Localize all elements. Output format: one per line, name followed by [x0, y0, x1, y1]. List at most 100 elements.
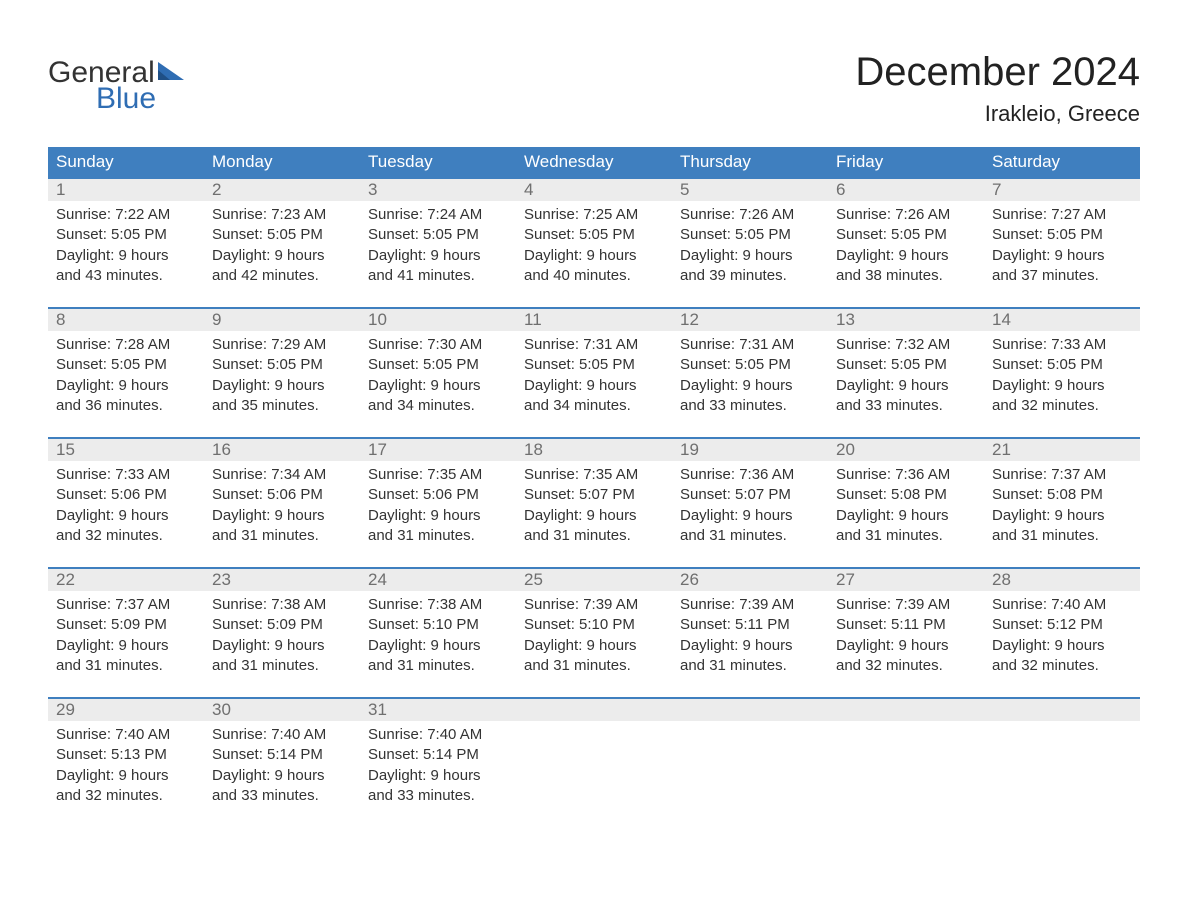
day-cell: 8Sunrise: 7:28 AMSunset: 5:05 PMDaylight…: [48, 309, 204, 425]
day-cell: 6Sunrise: 7:26 AMSunset: 5:05 PMDaylight…: [828, 179, 984, 295]
day-body: Sunrise: 7:33 AMSunset: 5:05 PMDaylight:…: [984, 331, 1140, 424]
day-number-empty: [672, 699, 828, 721]
day-sunrise: Sunrise: 7:27 AM: [992, 205, 1132, 225]
day-body: Sunrise: 7:35 AMSunset: 5:07 PMDaylight:…: [516, 461, 672, 554]
day-sunset: Sunset: 5:05 PM: [212, 355, 352, 375]
day-body: Sunrise: 7:38 AMSunset: 5:09 PMDaylight:…: [204, 591, 360, 684]
day-cell: 23Sunrise: 7:38 AMSunset: 5:09 PMDayligh…: [204, 569, 360, 685]
day-sunrise: Sunrise: 7:39 AM: [680, 595, 820, 615]
day-number: 31: [360, 699, 516, 721]
day-d1: Daylight: 9 hours: [368, 636, 508, 656]
day-sunrise: Sunrise: 7:32 AM: [836, 335, 976, 355]
day-cell: 10Sunrise: 7:30 AMSunset: 5:05 PMDayligh…: [360, 309, 516, 425]
weekday-header-row: SundayMondayTuesdayWednesdayThursdayFrid…: [48, 147, 1140, 177]
day-sunrise: Sunrise: 7:22 AM: [56, 205, 196, 225]
day-number: 27: [828, 569, 984, 591]
day-sunrise: Sunrise: 7:26 AM: [836, 205, 976, 225]
day-number: 7: [984, 179, 1140, 201]
week-row: 1Sunrise: 7:22 AMSunset: 5:05 PMDaylight…: [48, 177, 1140, 295]
day-cell: 24Sunrise: 7:38 AMSunset: 5:10 PMDayligh…: [360, 569, 516, 685]
day-body: Sunrise: 7:22 AMSunset: 5:05 PMDaylight:…: [48, 201, 204, 294]
day-body: Sunrise: 7:33 AMSunset: 5:06 PMDaylight:…: [48, 461, 204, 554]
day-sunrise: Sunrise: 7:28 AM: [56, 335, 196, 355]
day-d1: Daylight: 9 hours: [56, 246, 196, 266]
day-sunset: Sunset: 5:13 PM: [56, 745, 196, 765]
day-d1: Daylight: 9 hours: [524, 246, 664, 266]
day-sunset: Sunset: 5:12 PM: [992, 615, 1132, 635]
day-sunrise: Sunrise: 7:40 AM: [992, 595, 1132, 615]
day-number: 8: [48, 309, 204, 331]
day-d1: Daylight: 9 hours: [212, 376, 352, 396]
day-cell: 26Sunrise: 7:39 AMSunset: 5:11 PMDayligh…: [672, 569, 828, 685]
day-cell: [828, 699, 984, 815]
day-d2: and 33 minutes.: [212, 786, 352, 806]
day-sunset: Sunset: 5:05 PM: [56, 355, 196, 375]
day-body: Sunrise: 7:40 AMSunset: 5:12 PMDaylight:…: [984, 591, 1140, 684]
day-sunrise: Sunrise: 7:37 AM: [56, 595, 196, 615]
day-d2: and 36 minutes.: [56, 396, 196, 416]
weekday-cell: Tuesday: [360, 147, 516, 177]
day-d2: and 31 minutes.: [524, 526, 664, 546]
day-number: 22: [48, 569, 204, 591]
day-sunset: Sunset: 5:06 PM: [368, 485, 508, 505]
week-row: 15Sunrise: 7:33 AMSunset: 5:06 PMDayligh…: [48, 437, 1140, 555]
day-number: 28: [984, 569, 1140, 591]
day-body: Sunrise: 7:35 AMSunset: 5:06 PMDaylight:…: [360, 461, 516, 554]
day-sunrise: Sunrise: 7:39 AM: [836, 595, 976, 615]
day-d2: and 32 minutes.: [56, 786, 196, 806]
day-number: 26: [672, 569, 828, 591]
day-d2: and 40 minutes.: [524, 266, 664, 286]
day-number: 2: [204, 179, 360, 201]
day-body: Sunrise: 7:39 AMSunset: 5:11 PMDaylight:…: [828, 591, 984, 684]
day-d1: Daylight: 9 hours: [680, 636, 820, 656]
day-number: 3: [360, 179, 516, 201]
day-cell: 7Sunrise: 7:27 AMSunset: 5:05 PMDaylight…: [984, 179, 1140, 295]
day-d2: and 32 minutes.: [992, 656, 1132, 676]
day-d1: Daylight: 9 hours: [56, 506, 196, 526]
day-cell: 4Sunrise: 7:25 AMSunset: 5:05 PMDaylight…: [516, 179, 672, 295]
day-d1: Daylight: 9 hours: [680, 506, 820, 526]
day-sunrise: Sunrise: 7:37 AM: [992, 465, 1132, 485]
day-number-empty: [828, 699, 984, 721]
day-number: 16: [204, 439, 360, 461]
day-sunset: Sunset: 5:05 PM: [680, 225, 820, 245]
weekday-cell: Monday: [204, 147, 360, 177]
day-cell: 12Sunrise: 7:31 AMSunset: 5:05 PMDayligh…: [672, 309, 828, 425]
day-cell: 9Sunrise: 7:29 AMSunset: 5:05 PMDaylight…: [204, 309, 360, 425]
day-sunset: Sunset: 5:05 PM: [836, 355, 976, 375]
day-d1: Daylight: 9 hours: [368, 506, 508, 526]
day-body: Sunrise: 7:23 AMSunset: 5:05 PMDaylight:…: [204, 201, 360, 294]
day-number: 17: [360, 439, 516, 461]
day-sunset: Sunset: 5:05 PM: [524, 225, 664, 245]
day-number: 25: [516, 569, 672, 591]
day-body: Sunrise: 7:34 AMSunset: 5:06 PMDaylight:…: [204, 461, 360, 554]
day-d1: Daylight: 9 hours: [992, 636, 1132, 656]
day-sunset: Sunset: 5:05 PM: [992, 355, 1132, 375]
day-number: 19: [672, 439, 828, 461]
week-row: 29 Sunrise: 7:40 AMSunset: 5:13 PM Dayligh…: [48, 697, 1140, 815]
day-cell: 31Sunrise: 7:40 AMSunset: 5:14 PMDayligh…: [360, 699, 516, 815]
day-d1: Daylight: 9 hours: [368, 766, 508, 786]
day-number: 23: [204, 569, 360, 591]
day-body: Sunrise: 7:24 AMSunset: 5:05 PMDaylight:…: [360, 201, 516, 294]
day-body: Sunrise: 7:26 AMSunset: 5:05 PMDaylight:…: [672, 201, 828, 294]
day-d2: and 32 minutes.: [992, 396, 1132, 416]
day-sunrise: Sunrise: 7:25 AM: [524, 205, 664, 225]
day-number: 29: [48, 699, 204, 721]
day-sunset: Sunset: 5:14 PM: [368, 745, 508, 765]
day-body: Sunrise: 7:32 AMSunset: 5:05 PMDaylight:…: [828, 331, 984, 424]
week-row: 22Sunrise: 7:37 AMSunset: 5:09 PMDayligh…: [48, 567, 1140, 685]
day-cell: 22Sunrise: 7:37 AMSunset: 5:09 PMDayligh…: [48, 569, 204, 685]
day-sunrise: Sunrise: 7:38 AM: [368, 595, 508, 615]
day-cell: 5Sunrise: 7:26 AMSunset: 5:05 PMDaylight…: [672, 179, 828, 295]
weeks-container: 1Sunrise: 7:22 AMSunset: 5:05 PMDaylight…: [48, 177, 1140, 815]
day-cell: 13Sunrise: 7:32 AMSunset: 5:05 PMDayligh…: [828, 309, 984, 425]
day-sunset: Sunset: 5:07 PM: [524, 485, 664, 505]
day-sunrise: Sunrise: 7:40 AM: [56, 725, 196, 745]
day-number: 21: [984, 439, 1140, 461]
day-sunset: Sunset: 5:10 PM: [368, 615, 508, 635]
day-sunrise: Sunrise: 7:30 AM: [368, 335, 508, 355]
day-d1: Daylight: 9 hours: [368, 376, 508, 396]
day-sunrise: Sunrise: 7:36 AM: [680, 465, 820, 485]
day-sunset: Sunset: 5:10 PM: [524, 615, 664, 635]
